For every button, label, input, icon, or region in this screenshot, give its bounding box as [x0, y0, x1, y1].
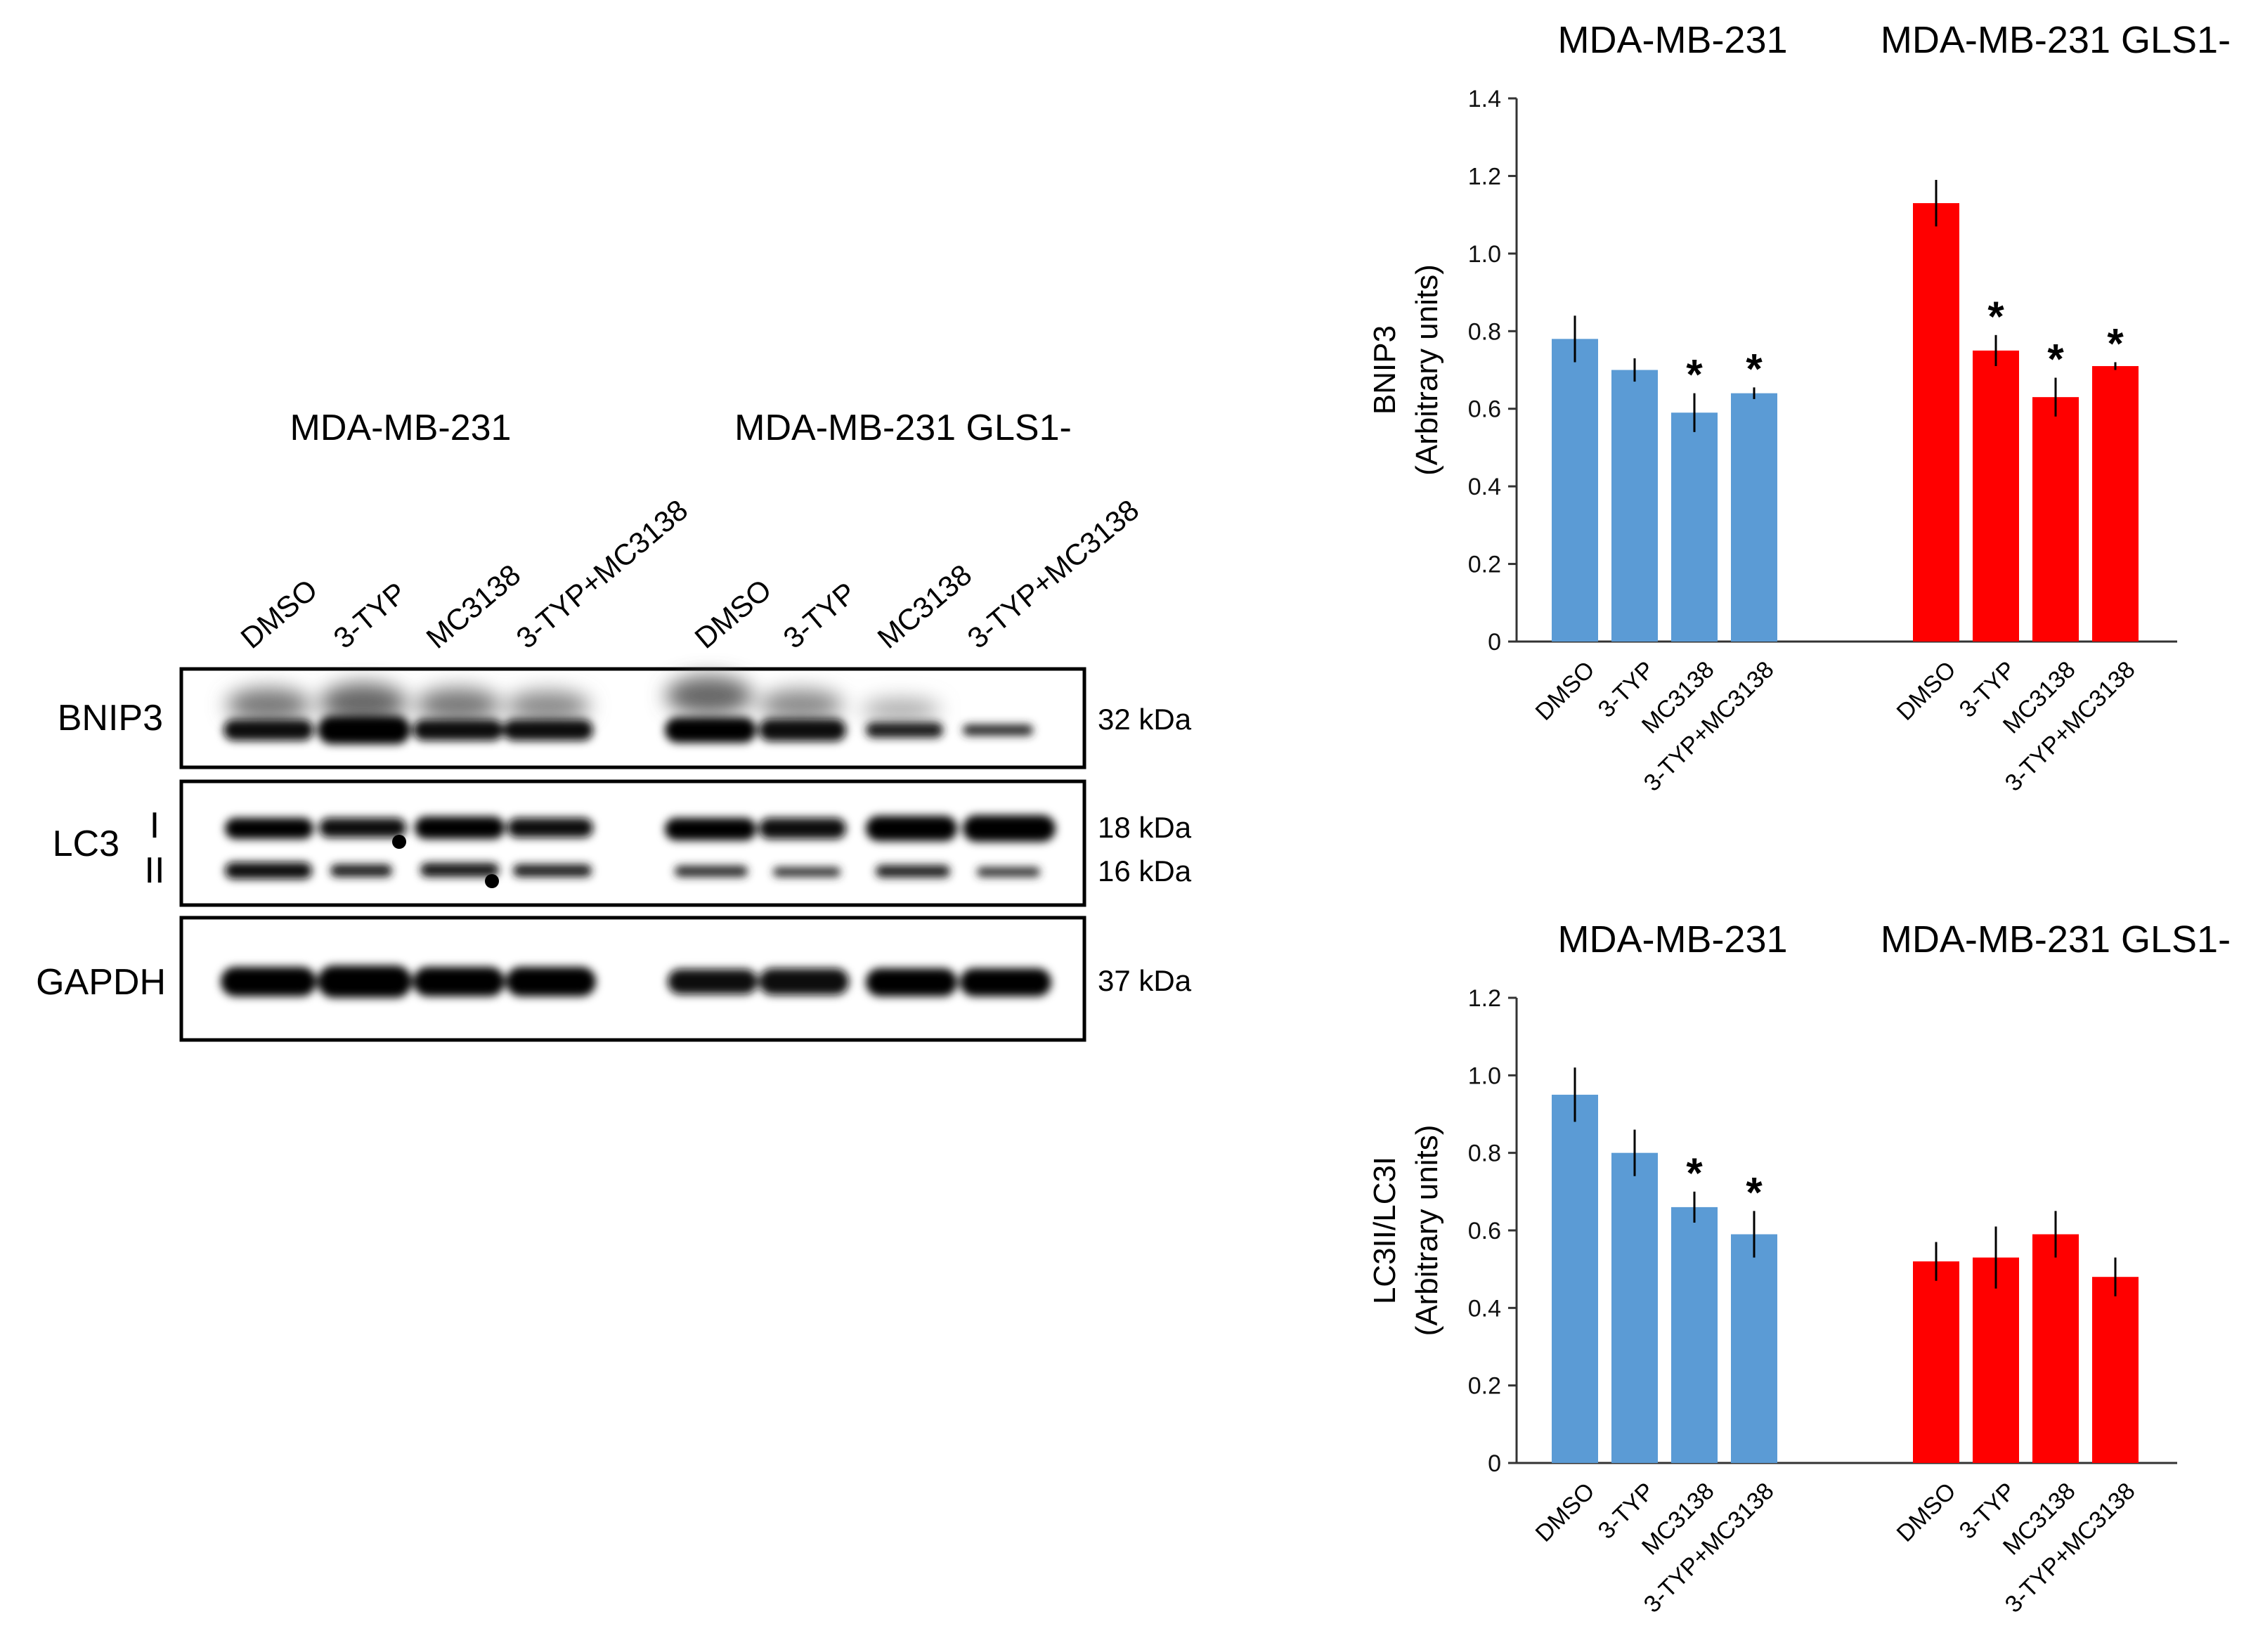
- bar: [2032, 1234, 2079, 1463]
- blot-panel-gapdh: GAPDH 37 kDa: [36, 916, 1192, 1042]
- y-tick-label: 1.0: [1468, 1062, 1501, 1089]
- y-tick-label: 0.6: [1468, 396, 1501, 423]
- blot-group-label-1: MDA-MB-231: [290, 408, 512, 448]
- significance-mark: *: [2047, 336, 2064, 383]
- blot-frame-bnip3: [179, 667, 1086, 769]
- y-tick-label: 0.4: [1468, 474, 1501, 500]
- y-tick-label: 0: [1488, 1450, 1501, 1477]
- y-axis-subtitle: (Arbitrary units): [1410, 1125, 1444, 1336]
- y-axis-subtitle: (Arbitrary units): [1410, 264, 1444, 476]
- blot-group-label-2: MDA-MB-231 GLS1-: [734, 408, 1072, 448]
- y-tick-label: 0.8: [1468, 318, 1501, 345]
- lane-label: 3-TYP: [327, 575, 413, 655]
- y-axis-title: LC3II/LC3I: [1368, 1157, 1402, 1304]
- bar: [1913, 1261, 1959, 1463]
- blot-bands-bnip3: [226, 676, 940, 722]
- bar: [1552, 1094, 1598, 1463]
- blot-artifact-spot: [485, 874, 499, 888]
- y-tick-label: 1.4: [1468, 86, 1501, 112]
- y-tick-label: 0.8: [1468, 1140, 1501, 1167]
- bar-chart-bnip3: 0 0.2 0.4 0.6 0.8 1.0 1.2 1.4 BNIP3 (Arbitrary un…: [1368, 19, 2231, 797]
- blot-row-label-gapdh: GAPDH: [36, 962, 166, 1003]
- lane-label: 3-TYP: [777, 575, 862, 655]
- bar: [1552, 339, 1598, 642]
- bar: [1671, 1207, 1718, 1463]
- blot-row-label-lc3: LC3: [53, 824, 119, 864]
- y-tick-label: 1.2: [1468, 985, 1501, 1012]
- western-blot: MDA-MB-231 MDA-MB-231 GLS1- DMSO 3-TYP MC3…: [36, 408, 1192, 1042]
- bar: [1973, 350, 2019, 642]
- blot-frame-lc3: [179, 779, 1086, 907]
- y-tick-label: 1.0: [1468, 241, 1501, 268]
- blot-sublabel-lc3-i: I: [150, 805, 160, 846]
- significance-mark: *: [1746, 1169, 1763, 1216]
- bar: [1973, 1257, 2019, 1463]
- significance-mark: *: [1746, 345, 1763, 392]
- y-tick-label: 0.4: [1468, 1295, 1501, 1322]
- chart-group-title: MDA-MB-231 GLS1-: [1881, 918, 2231, 961]
- blot-sublabel-lc3-ii: II: [145, 850, 165, 891]
- blot-marker-37kda: 37 kDa: [1098, 964, 1192, 997]
- significance-mark: *: [2107, 320, 2124, 367]
- bar: [1611, 1152, 1658, 1463]
- blot-bands-lc3: [225, 815, 1056, 879]
- x-tick-label: DMSO: [1531, 656, 1600, 726]
- significance-mark: *: [1987, 293, 2004, 340]
- blot-bands-bnip3-main: [223, 716, 1033, 744]
- bar: [1671, 412, 1718, 642]
- blot-marker-16kda: 16 kDa: [1098, 854, 1192, 887]
- y-tick-label: 0.2: [1468, 552, 1501, 578]
- y-tick-label: 0: [1488, 629, 1501, 656]
- x-tick-label: DMSO: [1892, 1478, 1961, 1547]
- bar: [1913, 203, 1959, 642]
- significance-mark: *: [1686, 1150, 1703, 1197]
- lane-label: MC3138: [871, 558, 978, 655]
- chart-group-title: MDA-MB-231: [1557, 918, 1787, 961]
- blot-panel-lc3: LC3 I II 18 kDa 16 kDa: [53, 779, 1192, 907]
- bar: [2032, 397, 2079, 642]
- lane-label: 3-TYP+MC3138: [961, 493, 1146, 655]
- chart-group-title: MDA-MB-231 GLS1-: [1881, 19, 2231, 61]
- lane-label: DMSO: [235, 573, 324, 655]
- bar: [2092, 1277, 2139, 1463]
- blot-marker-32kda: 32 kDa: [1098, 703, 1192, 736]
- y-axis-title: BNIP3: [1368, 325, 1402, 415]
- blot-artifact-spot: [392, 835, 406, 849]
- blot-row-label-bnip3: BNIP3: [58, 698, 163, 739]
- lane-label: MC3138: [420, 558, 527, 655]
- chart-group-title: MDA-MB-231: [1557, 19, 1787, 61]
- y-tick-label: 0.2: [1468, 1373, 1501, 1400]
- x-tick-label: DMSO: [1531, 1478, 1600, 1547]
- significance-mark: *: [1686, 351, 1703, 398]
- x-tick-label: DMSO: [1892, 656, 1961, 726]
- bar-chart-lc3-ratio: 0 0.2 0.4 0.6 0.8 1.0 1.2 LC3II/LC3I (Arbitrary …: [1368, 918, 2231, 1618]
- blot-marker-18kda: 18 kDa: [1098, 811, 1192, 844]
- lane-label: DMSO: [689, 573, 778, 655]
- bar: [1611, 370, 1658, 642]
- bar: [1731, 393, 1777, 642]
- blot-panel-bnip3: BNIP3 32 kDa: [58, 667, 1192, 769]
- lane-label: 3-TYP+MC3138: [510, 493, 694, 655]
- bar: [2092, 365, 2139, 642]
- bar: [1731, 1234, 1777, 1463]
- blot-bands-gapdh: [221, 965, 1051, 998]
- y-tick-label: 1.2: [1468, 163, 1501, 190]
- y-tick-label: 0.6: [1468, 1218, 1501, 1244]
